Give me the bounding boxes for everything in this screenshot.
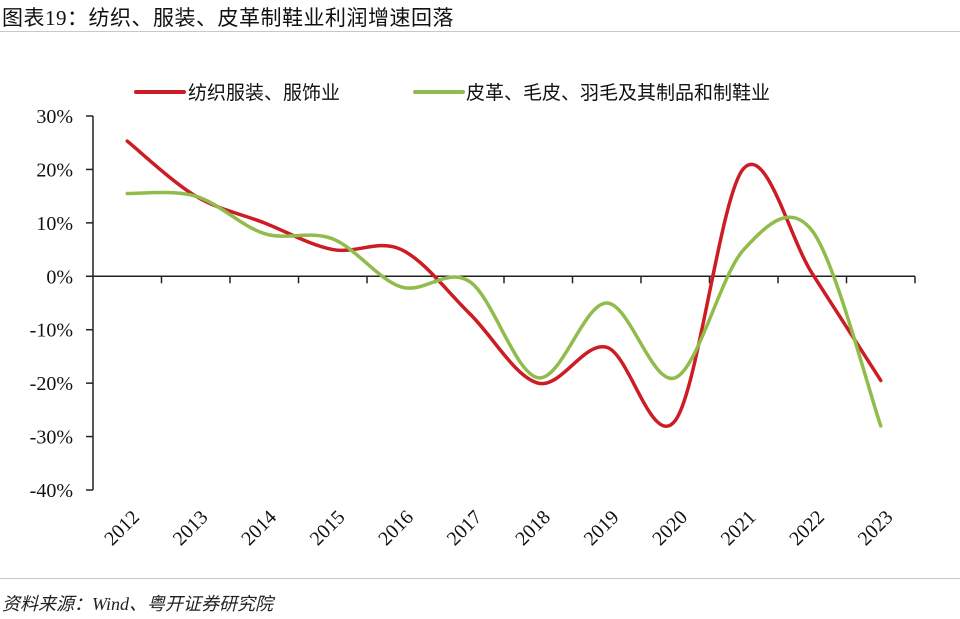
- y-tick-label: 20%: [36, 159, 73, 181]
- x-tick-label: 2021: [717, 506, 761, 550]
- x-tick-label: 2017: [443, 506, 487, 550]
- legend-item: 纺织服装、服饰业: [134, 82, 340, 104]
- x-tick-label: 2012: [100, 506, 144, 550]
- chart-series: [125, 139, 883, 428]
- x-tick-label: 2014: [237, 506, 281, 550]
- x-axis: 2012 2013 2014 2015 2016 2017 2018 2019 2020 2021…: [86, 275, 916, 550]
- legend-item: 皮革、毛皮、羽毛及其制品和制鞋业: [413, 82, 770, 104]
- x-tick-label: 2018: [511, 506, 555, 550]
- legend-label: 纺织服装、服饰业: [188, 82, 340, 104]
- y-tick-label: -20%: [30, 373, 73, 395]
- y-tick-label: -40%: [30, 480, 73, 502]
- y-axis: 30% 20% 10% 0% -10% -20% -30% -40%: [30, 106, 94, 502]
- y-tick-label: 0%: [46, 266, 73, 288]
- x-tick-label: 2019: [580, 506, 624, 550]
- source-divider: [0, 578, 960, 579]
- title-divider: [0, 31, 960, 32]
- x-tick-label: 2020: [648, 506, 692, 550]
- y-tick-label: 10%: [36, 213, 73, 235]
- series-line-leather-footwear: [125, 190, 883, 428]
- source-note: 资料来源：Wind、粤开证券研究院: [2, 594, 274, 614]
- chart-legend: 纺织服装、服饰业 皮革、毛皮、羽毛及其制品和制鞋业: [134, 82, 770, 104]
- y-tick-label: -30%: [30, 427, 73, 449]
- y-tick-label: -10%: [30, 320, 73, 342]
- series-line-textile-apparel: [125, 139, 883, 428]
- x-tick-label: 2013: [169, 506, 213, 550]
- y-tick-label: 30%: [36, 106, 73, 128]
- x-tick-label: 2016: [374, 506, 418, 550]
- x-tick-label: 2023: [854, 506, 898, 550]
- x-tick-label: 2015: [306, 506, 350, 550]
- x-tick-label: 2022: [785, 506, 829, 550]
- chart-title: 图表19：纺织、服装、皮革制鞋业利润增速回落: [2, 6, 454, 30]
- legend-label: 皮革、毛皮、羽毛及其制品和制鞋业: [466, 82, 770, 104]
